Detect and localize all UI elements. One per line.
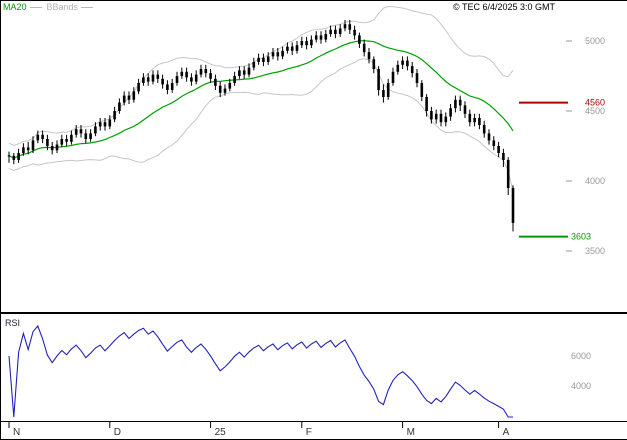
svg-text:N: N — [13, 427, 20, 438]
bbands-line-swatch — [81, 7, 94, 9]
legend-item-bbands: BBands — [47, 2, 94, 12]
legend-item-ma20: MA20 — [3, 2, 42, 12]
svg-text:4000: 4000 — [571, 381, 591, 391]
svg-text:4560: 4560 — [585, 98, 605, 108]
svg-text:D: D — [114, 427, 121, 438]
legend: MA20 BBands — [3, 2, 98, 13]
svg-text:25: 25 — [215, 427, 227, 438]
svg-text:3603: 3603 — [571, 232, 591, 242]
svg-text:M: M — [407, 427, 415, 438]
rsi-panel-label: RSI — [5, 318, 21, 328]
svg-text:3500: 3500 — [585, 246, 605, 256]
svg-text:6000: 6000 — [571, 351, 591, 361]
ma20-legend-label: MA20 — [3, 2, 27, 12]
svg-text:A: A — [503, 427, 510, 438]
svg-text:4500: 4500 — [585, 106, 605, 116]
bbands-legend-label: BBands — [46, 2, 79, 12]
copyright-timestamp: © TEC 6/4/2025 3:0 GMT — [453, 2, 556, 12]
svg-text:F: F — [306, 427, 312, 438]
svg-text:5000: 5000 — [585, 36, 605, 46]
svg-text:4000: 4000 — [585, 176, 605, 186]
ma20-line-swatch — [29, 7, 42, 9]
